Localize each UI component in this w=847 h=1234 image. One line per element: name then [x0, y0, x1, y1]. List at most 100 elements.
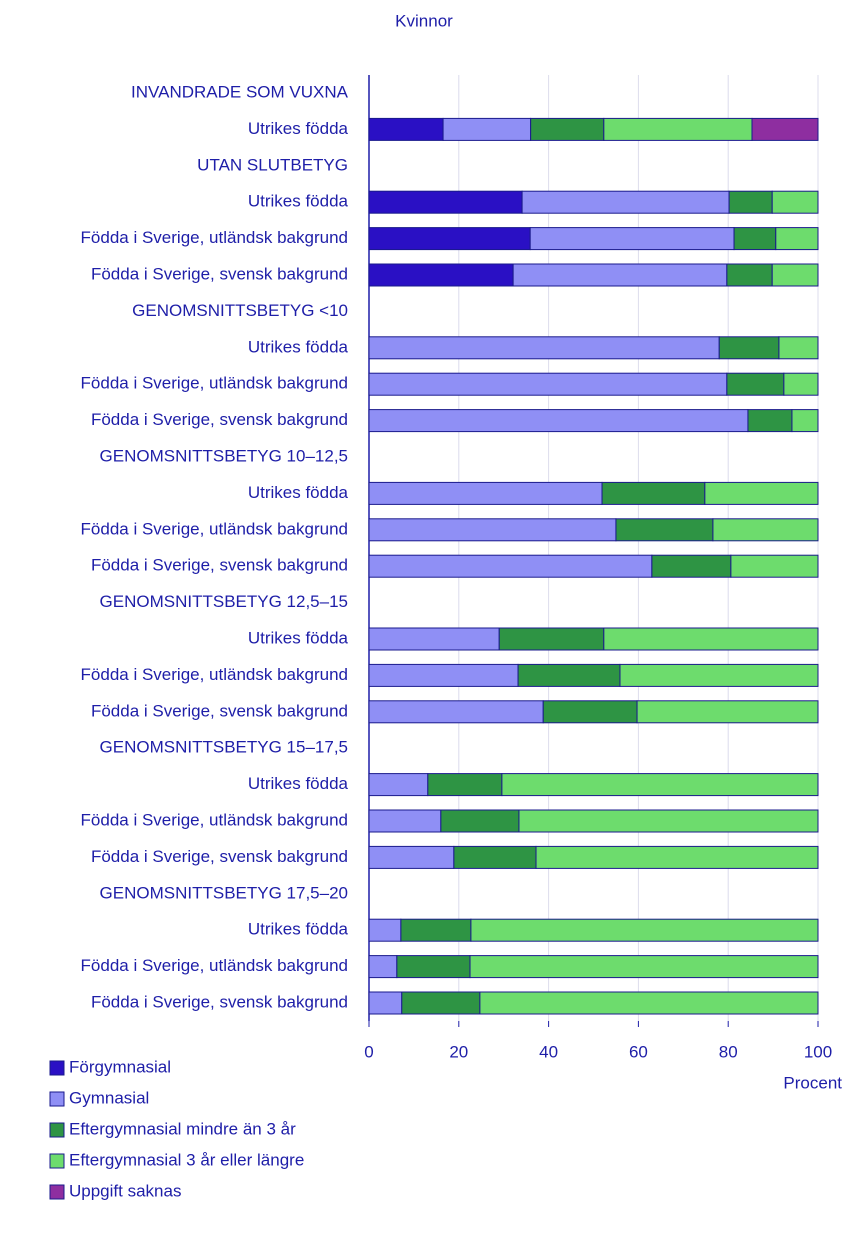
x-tick-label: 80 [719, 1042, 738, 1061]
bar-segment [791, 409, 819, 433]
bar-segment [368, 809, 442, 833]
bar-segment [368, 627, 500, 651]
bar-segment [470, 918, 819, 942]
bar-segment [517, 663, 621, 687]
bar-segment [603, 117, 753, 141]
bar-segment [401, 991, 481, 1015]
y-tick-label: GENOMSNITTSBETYG 17,5–20 [100, 883, 348, 902]
bar-segment [368, 955, 398, 979]
y-tick-label: UTAN SLUTBETYG [197, 155, 348, 174]
legend-swatch [49, 1184, 65, 1200]
bar-segment [368, 372, 728, 396]
y-tick-label: Utrikes födda [248, 192, 349, 211]
legend-swatch [49, 1153, 65, 1169]
bar-segment [368, 773, 429, 797]
bar-segment [368, 409, 749, 433]
bar-segment [651, 554, 732, 578]
bar-segment [368, 991, 403, 1015]
y-tick-label: Födda i Sverige, svensk bakgrund [91, 701, 348, 720]
bar-segment [512, 263, 728, 287]
bar-segment [368, 700, 544, 724]
bar-segment [368, 481, 603, 505]
y-tick-label: Födda i Sverige, utländsk bakgrund [81, 228, 348, 247]
bar-segment [368, 845, 455, 869]
bar-segment [775, 227, 819, 251]
x-tick-label: 0 [364, 1042, 373, 1061]
bar-segment [535, 845, 819, 869]
x-tick-label: 20 [449, 1042, 468, 1061]
bar-segment [733, 227, 777, 251]
y-tick-label: Födda i Sverige, utländsk bakgrund [81, 665, 348, 684]
bar-segment [778, 336, 819, 360]
y-tick-label: Födda i Sverige, svensk bakgrund [91, 847, 348, 866]
bar-segment [453, 845, 537, 869]
bar-segment [771, 190, 819, 214]
bar-segment [396, 955, 471, 979]
bar-segment [718, 336, 780, 360]
y-tick-label: GENOMSNITTSBETYG 15–17,5 [100, 738, 348, 757]
bar-segment [368, 190, 523, 214]
legend-label: Eftergymnasial mindre än 3 år [69, 1119, 296, 1138]
bar-segment [601, 481, 706, 505]
bar-segment [783, 372, 819, 396]
bar-segment [368, 336, 720, 360]
legend-swatch [49, 1091, 65, 1107]
bar-segment [368, 227, 531, 251]
y-tick-label: Utrikes födda [248, 337, 349, 356]
y-tick-label: Födda i Sverige, svensk bakgrund [91, 264, 348, 283]
y-tick-label: GENOMSNITTSBETYG 10–12,5 [100, 446, 348, 465]
bar-segment [529, 227, 735, 251]
bar-segment [442, 117, 532, 141]
bar-segment [704, 481, 819, 505]
bar-segment [615, 518, 714, 542]
legend-swatch [49, 1122, 65, 1138]
bar-segment [498, 627, 605, 651]
y-tick-label: Födda i Sverige, utländsk bakgrund [81, 374, 348, 393]
y-tick-label: Födda i Sverige, utländsk bakgrund [81, 956, 348, 975]
bar-segment [469, 955, 819, 979]
bar-segment [771, 263, 819, 287]
bar-segment [400, 918, 472, 942]
bar-segment [368, 518, 617, 542]
bar-segment [751, 117, 819, 141]
y-tick-label: GENOMSNITTSBETYG 12,5–15 [100, 592, 348, 611]
bar-segment [730, 554, 819, 578]
bar-segment [530, 117, 605, 141]
legend-label: Förgymnasial [69, 1057, 171, 1076]
x-axis-label: Procent [783, 1073, 842, 1092]
y-tick-label: Utrikes födda [248, 119, 349, 138]
bar-segment [368, 554, 653, 578]
legend-label: Eftergymnasial 3 år eller längre [69, 1150, 304, 1169]
bar-segment [518, 809, 819, 833]
y-tick-label: Utrikes födda [248, 483, 349, 502]
y-tick-label: Utrikes födda [248, 774, 349, 793]
bar-segment [728, 190, 773, 214]
y-tick-label: Födda i Sverige, svensk bakgrund [91, 410, 348, 429]
bar-segment [747, 409, 793, 433]
bar-segment [521, 190, 730, 214]
bar-segment [636, 700, 819, 724]
bar-segment [726, 372, 785, 396]
y-tick-label: Utrikes födda [248, 628, 349, 647]
legend-label: Uppgift saknas [69, 1181, 181, 1200]
bar-segment [726, 263, 773, 287]
bar-segment [368, 918, 402, 942]
bar-segment [501, 773, 819, 797]
x-tick-label: 60 [629, 1042, 648, 1061]
chart-title: Kvinnor [395, 11, 453, 30]
y-tick-label: Födda i Sverige, utländsk bakgrund [81, 810, 348, 829]
bar-segment [368, 663, 519, 687]
bar-segment [712, 518, 819, 542]
bar-segment [603, 627, 819, 651]
bar-segment [542, 700, 638, 724]
legend-label: Gymnasial [69, 1088, 149, 1107]
bar-segment [368, 117, 444, 141]
bar-segment [368, 263, 514, 287]
y-tick-label: Utrikes födda [248, 920, 349, 939]
x-tick-label: 40 [539, 1042, 558, 1061]
y-tick-label: Födda i Sverige, svensk bakgrund [91, 556, 348, 575]
bar-segment [479, 991, 819, 1015]
y-tick-label: Födda i Sverige, svensk bakgrund [91, 992, 348, 1011]
legend-swatch [49, 1060, 65, 1076]
